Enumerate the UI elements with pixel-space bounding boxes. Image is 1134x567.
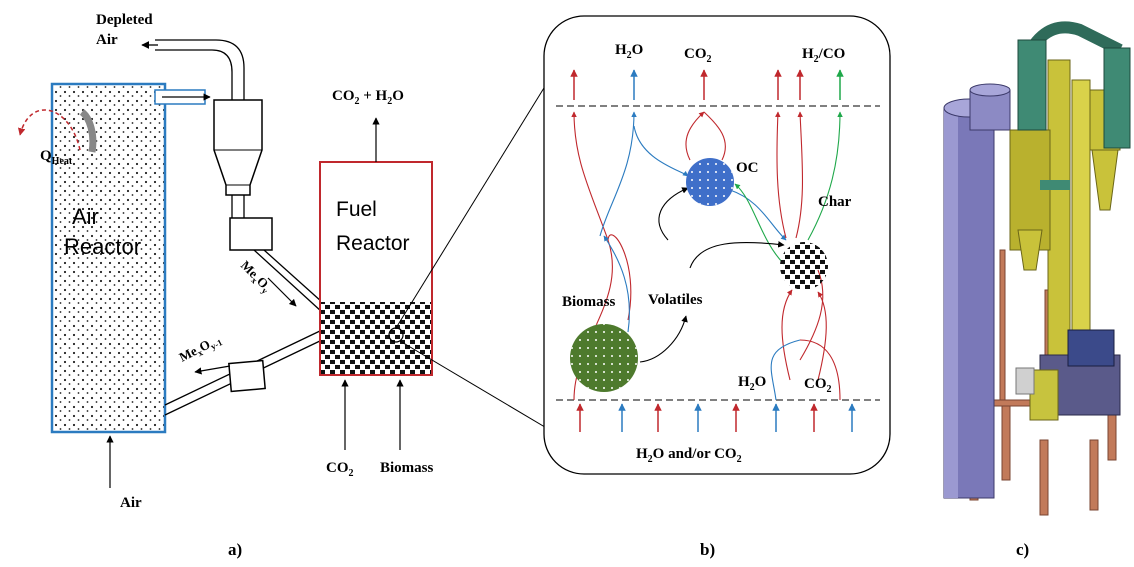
panel-b: H2O CO2 H2/CO OC Char Biomass V — [543, 15, 891, 559]
volatiles-label: Volatiles — [648, 292, 703, 308]
fuel-reactor-bed — [321, 302, 431, 374]
detail-frame — [543, 15, 891, 475]
bottom-inlet-label: H2O and/or CO2 — [636, 446, 742, 465]
top-piping — [1017, 21, 1131, 190]
oc-label: OC — [736, 160, 759, 176]
air-reactor-vessel — [50, 82, 167, 434]
h2o-low-label: H2O — [738, 374, 766, 393]
fuel-reactor-label-2: Reactor — [336, 232, 410, 255]
panel-c: c) — [943, 21, 1131, 559]
h2o-top-label: H2O — [615, 42, 643, 61]
biomass-label: Biomass — [562, 294, 616, 310]
char-particle-icon — [780, 242, 828, 290]
panel-c-caption: c) — [1016, 540, 1029, 559]
mexoy-1-label: MexOy-1 — [177, 331, 225, 367]
depleted-air-label-1: Depleted — [96, 12, 153, 28]
air-reactor-label-1: Air — [72, 204, 99, 229]
heat-arrow-icon — [18, 109, 81, 151]
fuel-reactor-riser — [1009, 59, 1121, 391]
fuel-reactor-label-1: Fuel — [336, 198, 377, 221]
co2-top-label: CO2 — [684, 46, 712, 65]
panel-a-caption: a) — [228, 540, 242, 559]
cyclone — [213, 99, 263, 196]
loop-seal-lower — [228, 359, 266, 393]
co2-low-label: CO2 — [804, 376, 832, 395]
biomass-inlet-label: Biomass — [380, 460, 434, 476]
depleted-air-label-2: Air — [96, 32, 118, 48]
q-heat-label: QHeat — [40, 148, 73, 167]
h2co-top-label: H2/CO — [802, 46, 845, 65]
fuel-reactor-box — [1015, 329, 1121, 421]
panel-a: Air Reactor QHeat Air Depleted Air MexOy — [18, 12, 577, 559]
panel-b-caption: b) — [700, 540, 715, 559]
loop-seal-upper — [229, 217, 273, 251]
co2-inlet-label: CO2 — [326, 460, 354, 479]
fuel-reactor-outlet-label: CO2 + H2O — [332, 88, 404, 107]
char-label: Char — [818, 194, 852, 210]
air-inlet-label: Air — [120, 495, 142, 511]
air-reactor-label-2: Reactor — [64, 234, 141, 259]
air-reactor-column — [943, 83, 1011, 499]
depleted-air-pipe — [155, 39, 245, 100]
